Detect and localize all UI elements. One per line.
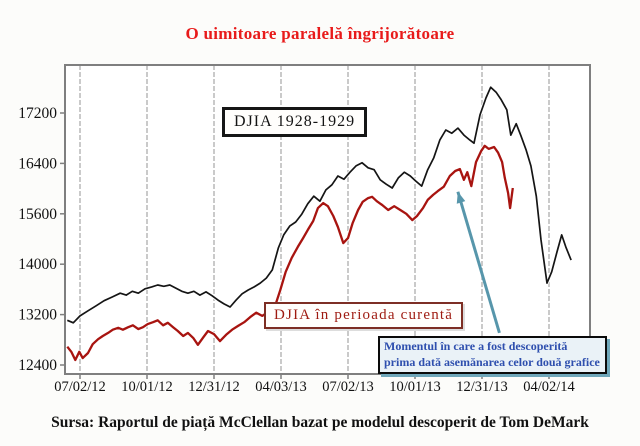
series-line-1928 bbox=[66, 86, 572, 324]
series-label-current-text: DJIA în perioada curentă bbox=[274, 307, 454, 323]
annotation-line-2: prima dată asemănarea celor două grafice bbox=[384, 354, 600, 369]
x-axis-label: 12/31/13 bbox=[456, 379, 508, 395]
x-axis-label: 04/03/13 bbox=[255, 379, 307, 395]
y-axis-label: 17200 bbox=[18, 105, 57, 122]
x-axis-label: 12/31/12 bbox=[188, 379, 240, 395]
y-axis-label: 13200 bbox=[18, 307, 57, 324]
plot-border bbox=[64, 64, 591, 375]
y-axis-label: 12400 bbox=[18, 357, 57, 374]
series-label-1928-text: DJIA 1928-1929 bbox=[234, 113, 356, 130]
series-line-current bbox=[66, 144, 514, 362]
chart-title: O uimitoare paralelă îngrijorătoare bbox=[185, 24, 455, 43]
x-axis-label: 10/01/12 bbox=[121, 379, 173, 395]
x-axis-label: 04/02/14 bbox=[523, 379, 575, 395]
y-axis-label: 14000 bbox=[18, 256, 57, 273]
source-note: Sursa: Raportul de piață McClellan bazat… bbox=[51, 414, 589, 431]
annotation-arrow bbox=[456, 191, 501, 334]
series-label-current-box: DJIA în perioada curentă bbox=[264, 302, 464, 329]
annotation-arrowhead bbox=[456, 191, 466, 204]
x-axis-label: 07/02/13 bbox=[322, 379, 374, 395]
x-axis-label: 10/01/13 bbox=[389, 379, 441, 395]
discovery-annotation-box: Momentul în care a fost descoperită prim… bbox=[378, 336, 607, 375]
y-axis-label: 16400 bbox=[18, 155, 57, 172]
series-label-1928-box: DJIA 1928-1929 bbox=[222, 107, 368, 137]
annotation-line-1: Momentul în care a fost descoperită bbox=[384, 339, 568, 353]
x-axis-label: 07/02/12 bbox=[54, 379, 106, 395]
y-axis-label: 15600 bbox=[18, 206, 57, 223]
